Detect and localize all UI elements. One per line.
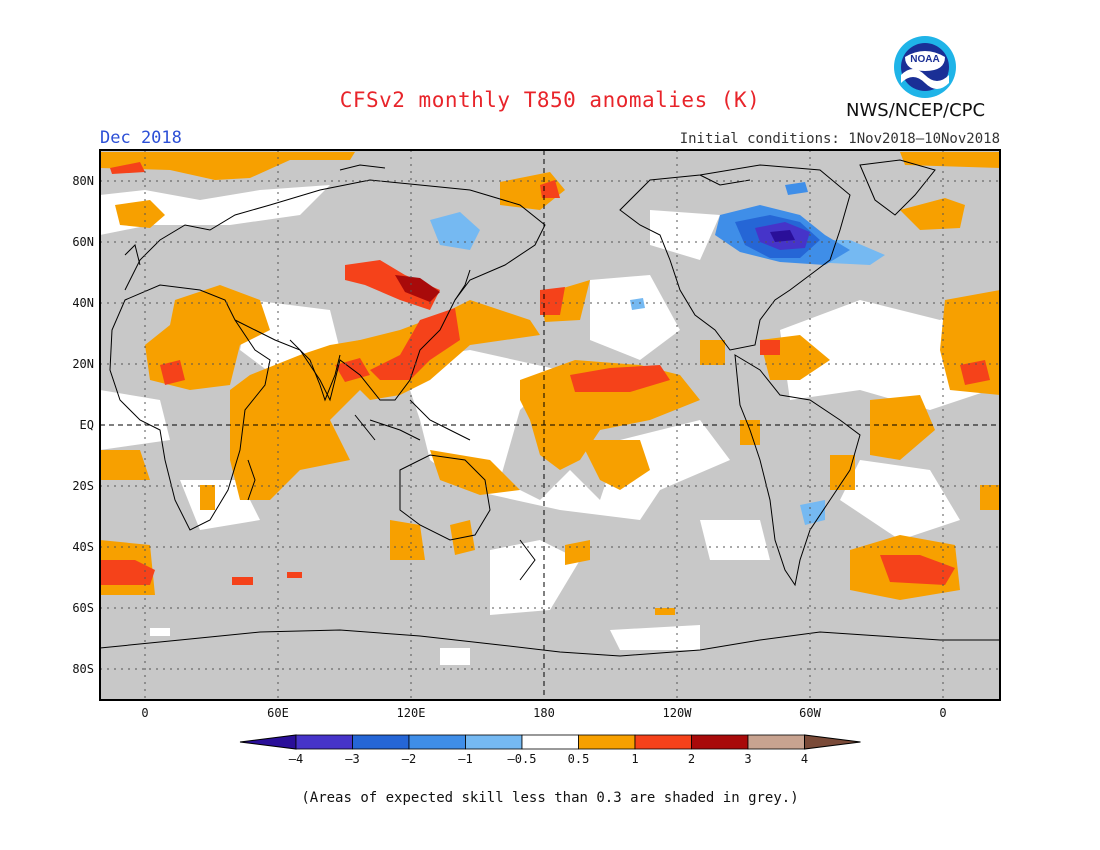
colorbar-label: –0.5	[508, 752, 537, 766]
colorbar-segment	[295, 734, 353, 750]
colorbar-segment	[408, 734, 466, 750]
colorbar-segment	[578, 734, 636, 750]
colorbar-arrow-high	[804, 734, 861, 750]
colorbar-label: –2	[402, 752, 416, 766]
lon-label: 60E	[267, 706, 289, 720]
colorbar: –4 –3 –2 –1 –0.5 0.5 1 2 3 4	[239, 734, 861, 766]
equator-dateline	[100, 150, 1000, 700]
lat-label: 60S	[72, 601, 94, 615]
colorbar-segment	[465, 734, 523, 750]
colorbar-segment	[521, 734, 579, 750]
colorbar-label: 1	[631, 752, 638, 766]
lat-label: 80S	[72, 662, 94, 676]
latitude-labels: 80N 60N 40N 20N EQ 20S 40S 60S 80S	[72, 174, 94, 676]
colorbar-label: 4	[801, 752, 808, 766]
lat-label: 20S	[72, 479, 94, 493]
lat-label: 60N	[72, 235, 94, 249]
colorbar-segment	[747, 734, 805, 750]
colorbar-label: 0.5	[568, 752, 590, 766]
lat-label: 40N	[72, 296, 94, 310]
lat-label: 80N	[72, 174, 94, 188]
logo-text: NOAA	[910, 54, 939, 65]
agency-label: NWS/NCEP/CPC	[846, 100, 986, 121]
lon-label: 120W	[663, 706, 693, 720]
map-title: CFSv2 monthly T850 anomalies (K)	[339, 88, 761, 112]
colorbar-segment	[352, 734, 410, 750]
warm-anomaly-1-to-2	[100, 162, 990, 585]
colorbar-arrow-low	[239, 734, 297, 750]
lon-label: 0	[141, 706, 148, 720]
colorbar-segment	[634, 734, 692, 750]
lon-label: 0	[939, 706, 946, 720]
lat-label: EQ	[80, 418, 94, 432]
colorbar-label: –3	[345, 752, 359, 766]
skill-footnote: (Areas of expected skill less than 0.3 a…	[301, 790, 799, 806]
colorbar-label: 3	[744, 752, 751, 766]
colorbar-segment	[691, 734, 749, 750]
colorbar-label: –4	[289, 752, 303, 766]
longitude-labels: 0 60E 120E 180 120W 60W 0	[141, 706, 946, 720]
coastlines	[99, 159, 1000, 657]
cool-anomaly-below-4	[770, 230, 795, 242]
initial-conditions: Initial conditions: 1Nov2018–10Nov2018	[679, 131, 1000, 147]
lon-label: 60W	[799, 706, 821, 720]
warm-anomaly-2-to-3	[395, 275, 440, 302]
colorbar-label: 2	[688, 752, 695, 766]
lon-label: 120E	[397, 706, 426, 720]
lat-label: 20N	[72, 357, 94, 371]
lat-label: 40S	[72, 540, 94, 554]
colorbar-label: –1	[458, 752, 472, 766]
map-frame	[99, 149, 1001, 701]
lon-label: 180	[533, 706, 555, 720]
noaa-logo: NOAA	[894, 36, 956, 98]
forecast-month: Dec 2018	[100, 128, 182, 148]
